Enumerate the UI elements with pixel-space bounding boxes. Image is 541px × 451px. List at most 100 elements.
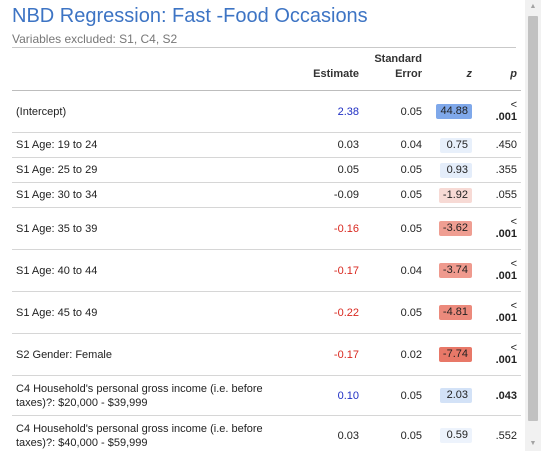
table-row: (Intercept) 2.38 0.05 44.88 < .001	[12, 90, 521, 133]
p-value-number: .001	[495, 270, 517, 282]
standard-error-cell: 0.05	[363, 157, 426, 183]
p-cell: .355	[476, 157, 521, 183]
standard-error-cell: 0.05	[363, 90, 426, 133]
row-label: S2 Gender: Female	[12, 333, 297, 376]
scroll-down-arrow-icon[interactable]: ▼	[529, 440, 537, 447]
p-value: .055	[496, 189, 517, 201]
estimate-cell: -0.17	[297, 333, 363, 376]
z-value-chip: 0.59	[440, 428, 472, 443]
table-row: S1 Age: 25 to 29 0.05 0.05 0.93.355	[12, 157, 521, 183]
standard-error-cell: 0.04	[363, 132, 426, 158]
row-label: (Intercept)	[12, 90, 297, 133]
column-header-standard-error: Standard Error	[363, 52, 426, 91]
estimate-cell: 2.38	[297, 90, 363, 133]
p-value: .450	[496, 139, 517, 151]
estimate-cell: -0.17	[297, 249, 363, 292]
table-row: S1 Age: 35 to 39 -0.16 0.05 -3.62 < .001	[12, 207, 521, 250]
p-less-than-sign: <	[510, 300, 517, 312]
z-cell: -7.74	[426, 333, 476, 376]
regression-table-body: (Intercept) 2.38 0.05 44.88 < .001 S1 Age: 19 …	[12, 90, 521, 451]
row-label: S1 Age: 40 to 44	[12, 249, 297, 292]
estimate-cell: -0.09	[297, 182, 363, 208]
p-value-number: .043	[495, 389, 517, 402]
p-cell: < .001	[476, 90, 521, 133]
p-value-number: .450	[495, 139, 517, 151]
p-cell: < .001	[476, 249, 521, 292]
z-value-chip: -4.81	[438, 305, 472, 320]
column-header-p: p	[510, 68, 517, 80]
vertical-scrollbar[interactable]: ▲ ▼	[525, 0, 541, 451]
z-cell: 0.75	[426, 132, 476, 158]
standard-error-cell: 0.05	[363, 182, 426, 208]
p-value-number: .055	[495, 189, 517, 201]
z-cell: 2.03	[426, 375, 476, 416]
standard-error-cell: 0.05	[363, 207, 426, 250]
column-header-estimate: Estimate	[313, 68, 359, 80]
regression-output-panel: NBD Regression: Fast -Food Occasions Var…	[12, 5, 521, 451]
page-title: NBD Regression: Fast -Food Occasions	[12, 5, 368, 27]
page-subtitle: Variables excluded: S1, C4, S2	[12, 32, 178, 46]
p-value: < .001	[496, 300, 517, 324]
row-label: S1 Age: 30 to 34	[12, 182, 297, 208]
p-value: < .001	[496, 342, 517, 366]
z-value-chip: -3.74	[438, 263, 472, 278]
p-value-number: .001	[495, 312, 517, 324]
z-value-chip: 0.75	[440, 137, 472, 153]
estimate-cell: -0.16	[297, 207, 363, 250]
z-value-chip: -1.92	[438, 187, 472, 203]
p-less-than-sign: <	[510, 99, 517, 111]
row-label: S1 Age: 35 to 39	[12, 207, 297, 250]
p-value: .355	[496, 164, 517, 176]
column-header-z: z	[466, 68, 473, 80]
standard-error-cell: 0.05	[363, 291, 426, 334]
standard-error-cell: 0.02	[363, 333, 426, 376]
p-value: .552	[496, 430, 517, 442]
z-value-chip: 0.93	[440, 162, 472, 178]
se-header-line2: Error	[395, 68, 422, 80]
p-less-than-sign: <	[510, 258, 517, 270]
table-row: S1 Age: 30 to 34 -0.09 0.05 -1.92 .055	[12, 182, 521, 208]
row-label: C4 Household's personal gross income (i.…	[12, 375, 297, 416]
table-row: S1 Age: 40 to 44 -0.17 0.04 -3.74 < .001	[12, 249, 521, 292]
p-cell: .043	[476, 375, 521, 416]
estimate-cell: 0.03	[297, 132, 363, 158]
p-value-number: .001	[495, 111, 517, 123]
z-cell: 0.93	[426, 157, 476, 183]
standard-error-cell: 0.04	[363, 249, 426, 292]
p-cell: < .001	[476, 333, 521, 376]
z-cell: 44.88	[426, 90, 476, 133]
scrollbar-thumb[interactable]	[528, 16, 538, 421]
z-value-chip: -3.62	[438, 221, 472, 236]
z-cell: -1.92	[426, 182, 476, 208]
estimate-cell: -0.22	[297, 291, 363, 334]
z-cell: -4.81	[426, 291, 476, 334]
table-row: C4 Household's personal gross income (i.…	[12, 415, 521, 451]
p-value-number: .355	[495, 164, 517, 176]
p-value: < .001	[496, 99, 517, 123]
p-cell: .450	[476, 132, 521, 158]
estimate-cell: 0.10	[297, 375, 363, 416]
p-value: < .001	[496, 258, 517, 282]
p-cell: .552	[476, 415, 521, 451]
p-value-number: .001	[495, 354, 517, 366]
row-label: S1 Age: 45 to 49	[12, 291, 297, 334]
estimate-cell: 0.05	[297, 157, 363, 183]
z-value-chip: 2.03	[440, 388, 472, 403]
p-cell: < .001	[476, 291, 521, 334]
estimate-cell: 0.03	[297, 415, 363, 451]
z-cell: -3.74	[426, 249, 476, 292]
column-header-label	[12, 52, 297, 91]
p-value-number: .552	[495, 429, 517, 442]
table-row: S1 Age: 19 to 24 0.03 0.04 0.75 .450	[12, 132, 521, 158]
z-value-chip: -7.74	[438, 347, 472, 362]
p-value-number: .001	[495, 228, 517, 240]
table-row: C4 Household's personal gross income (i.…	[12, 375, 521, 416]
standard-error-cell: 0.05	[363, 415, 426, 451]
table-header-row: Estimate Standard Error z p	[12, 52, 521, 91]
regression-table: Estimate Standard Error z p (Intercept) 2.…	[12, 52, 521, 451]
p-less-than-sign: <	[510, 216, 517, 228]
scroll-up-arrow-icon[interactable]: ▲	[529, 3, 537, 10]
p-cell: < .001	[476, 207, 521, 250]
p-value: < .001	[496, 216, 517, 240]
z-cell: -3.62	[426, 207, 476, 250]
